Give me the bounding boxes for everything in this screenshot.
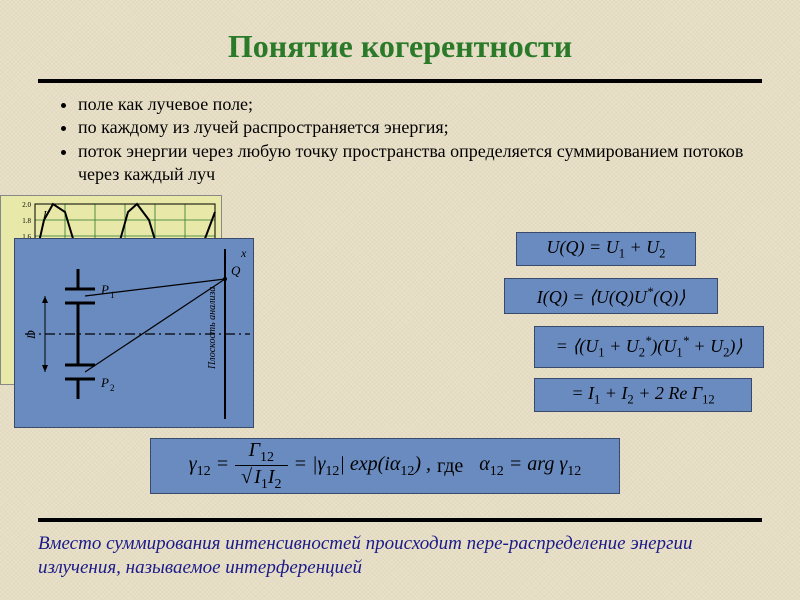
- label-plane: Плоскость анализа: [207, 287, 218, 370]
- svg-text:2.0: 2.0: [22, 201, 31, 209]
- eq-text: = I1 + I2 + 2 Re Γ12: [571, 383, 714, 408]
- eq-text: γ12 = Γ12 √I1I2 = |γ12| exp(iα12) , где …: [189, 440, 581, 492]
- bullet-list: поле как лучевое поле; по каждому из луч…: [60, 93, 762, 187]
- equation-gamma: γ12 = Γ12 √I1I2 = |γ12| exp(iα12) , где …: [150, 438, 620, 494]
- label-p1: P: [100, 282, 109, 297]
- ray-diagram-svg: P1 P2 D Q x Плоскость анализа: [15, 239, 255, 429]
- divider-bottom: [38, 518, 762, 522]
- bullet-item: поле как лучевое поле;: [78, 93, 762, 116]
- label-p2: P: [100, 375, 109, 390]
- svg-text:1.8: 1.8: [22, 217, 31, 225]
- equation-iq: I(Q) = ⟨U(Q)U*(Q)⟩: [504, 278, 718, 314]
- equation-u: U(Q) = U1 + U2: [516, 232, 696, 266]
- eq-text: U(Q) = U1 + U2: [547, 237, 666, 262]
- svg-text:2: 2: [110, 383, 115, 393]
- footer-text: Вместо суммирования интенсивностей проис…: [38, 532, 762, 580]
- label-q: Q: [231, 263, 241, 278]
- ray-diagram: P1 P2 D Q x Плоскость анализа: [14, 238, 254, 428]
- page-title: Понятие когерентности: [0, 0, 800, 79]
- bullet-item: поток энергии через любую точку простран…: [78, 140, 762, 187]
- equation-result: = I1 + I2 + 2 Re Γ12: [534, 378, 752, 412]
- svg-text:1: 1: [110, 290, 115, 300]
- label-x: x: [240, 246, 247, 260]
- eq-text: = ⟨(U1 + U2*)(U1* + U2)⟩: [556, 334, 743, 361]
- divider-top: [38, 79, 762, 83]
- label-d: D: [24, 330, 38, 340]
- equation-expand: = ⟨(U1 + U2*)(U1* + U2)⟩: [534, 326, 764, 368]
- eq-text: I(Q) = ⟨U(Q)U*(Q)⟩: [537, 285, 686, 308]
- bullet-item: по каждому из лучей распространяется эне…: [78, 116, 762, 139]
